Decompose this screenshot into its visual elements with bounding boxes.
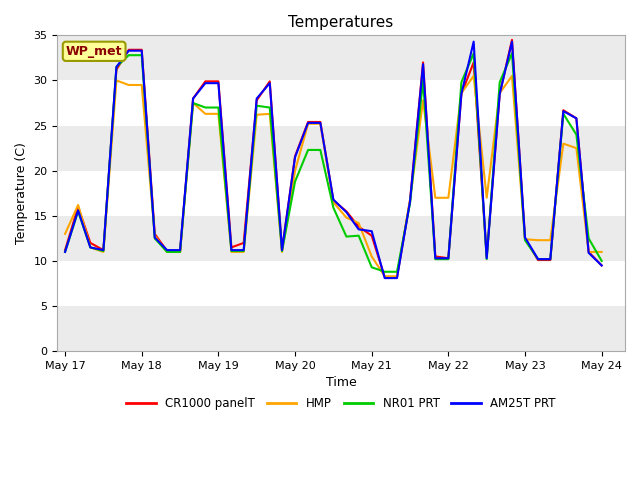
Title: Temperatures: Temperatures xyxy=(289,15,394,30)
Y-axis label: Temperature (C): Temperature (C) xyxy=(15,143,28,244)
X-axis label: Time: Time xyxy=(326,376,356,389)
Text: WP_met: WP_met xyxy=(66,45,122,58)
Legend: CR1000 panelT, HMP, NR01 PRT, AM25T PRT: CR1000 panelT, HMP, NR01 PRT, AM25T PRT xyxy=(122,392,561,415)
Bar xyxy=(58,306,625,351)
Bar xyxy=(58,36,625,81)
Bar xyxy=(58,216,625,261)
Bar xyxy=(58,126,625,171)
